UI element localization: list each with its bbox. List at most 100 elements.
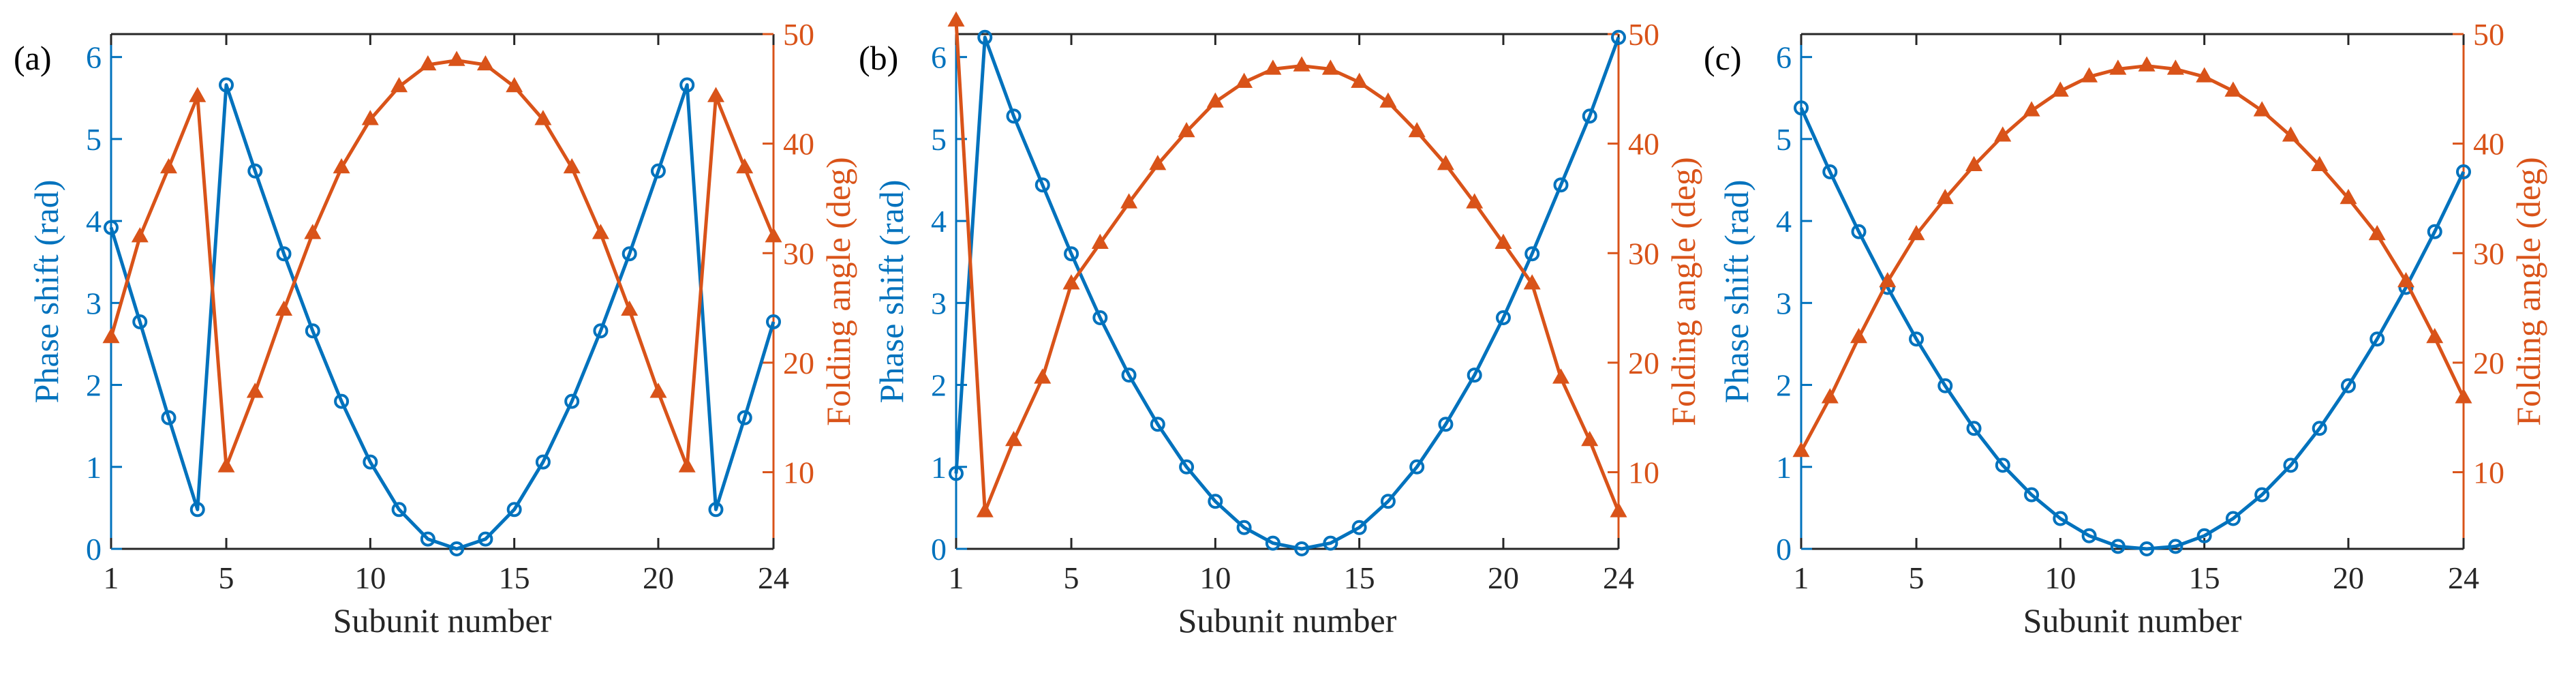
chart-a-series-right-point [476,55,494,71]
chart-c-panel-label: (c) [1704,39,1742,77]
chart-a-series-left-point [247,163,263,179]
chart-c-series-left-point [2254,487,2270,502]
chart-a-series-right-point [131,227,149,243]
chart-b-series-left-point [1236,520,1252,535]
chart-a-series-left-point [506,502,522,518]
chart-a-series-left-point [737,410,752,425]
chart-b-y-left-axis-title: Phase shift (rad) [872,180,910,404]
chart-a-series-left-point [564,393,580,409]
chart-a-series-right-point [563,158,581,174]
chart-a-series-left-point [679,77,695,93]
chart-a-series-left-point [334,393,350,409]
chart-a-x-tick-label: 5 [219,560,234,595]
chart-b-y-left-tick-label: 2 [931,368,947,403]
chart-b-series-right-point [1408,121,1426,138]
chart-a-series-right-point [707,87,725,102]
chart-b-series-left-point [1179,459,1195,475]
chart-c-series-left-point [1851,224,1867,239]
chart-c-series-right-point [1907,224,1925,241]
chart-b-series-right-point [1178,121,1195,138]
chart-a-series-right-point [189,87,206,102]
chart-b-series-left-point [1064,246,1079,262]
chart-c-series-left-point [2081,528,2097,543]
chart-a-series-right-point [506,77,523,93]
chart-b-y-left-tick-label: 4 [931,204,947,239]
chart-b-x-tick-label: 5 [1064,560,1079,595]
chart-c-series-left-point [2283,457,2299,473]
chart-b-series-left-point [1351,520,1367,535]
chart-a-series-left-point [650,163,666,179]
chart-a-series-right-point [419,55,437,71]
chart-b-series-left-point [1034,177,1050,193]
chart-b-series-left-point [1006,108,1022,124]
chart-b-series-right-point [1149,155,1167,170]
chart-a-series-right-point [534,110,552,125]
chart-b-series-left-point [1294,541,1310,556]
chart-c-series-right-point [1792,441,1810,457]
chart-c-series-right-point [2397,271,2415,288]
chart-b-series-right-point [1034,368,1052,384]
chart-c-series-right-point [1850,327,1868,344]
chart-b-series-left-point [1409,459,1425,475]
chart-b-series-right-point [1236,72,1253,88]
chart-a-series-right-line [109,59,776,468]
chart-a-y-right-tick-label: 40 [783,127,814,162]
chart-a-panel-label: (a) [14,39,52,77]
chart-c-y-right-tick-label: 40 [2473,127,2504,162]
chart-c-x-tick-label: 20 [2333,560,2364,595]
chart-b-y-right-tick-label: 40 [1628,127,1659,162]
chart-b-series-left-point [1438,417,1454,432]
chart-c-series-left-point [1995,457,2010,473]
chart-a-series-right-point [678,457,696,472]
chart-b-series-left-point [1553,177,1569,193]
chart-c-series-right-point [1821,388,1839,404]
chart-c-x-tick-label: 15 [2189,560,2220,595]
chart-a-series-left-point [708,502,724,518]
chart-a-series-left-line [109,83,776,551]
chart-a-series-right-point [592,224,609,239]
chart-b-series-left-point [1150,417,1165,432]
chart-b-series-right-point [1062,274,1080,290]
chart-b-x-tick-label: 24 [1603,560,1634,595]
chart-b-x-axis-title: Subunit number [1178,601,1397,640]
chart-c-series-left-point [2024,487,2040,502]
chart-c-series-right-point [2023,101,2040,117]
chart-b-series-right-point [1206,92,1224,108]
chart-c-y-left-axis-title: Phase shift (rad) [1717,180,1755,404]
chart-b-series-right-point [1120,193,1138,209]
chart-a-y-left-tick-label: 2 [86,368,102,403]
chart-b-series-right-point [1351,72,1368,88]
chart-c-y-left-tick-label: 5 [1776,122,1792,157]
chart-b-series-right-point [1523,274,1541,290]
chart-b-series-left-point [1380,494,1396,509]
chart-a-x-tick-label: 10 [354,560,386,595]
chart-a-series-right-point [217,457,235,472]
chart-c-series-left-point [2370,331,2385,347]
chart-c-series-right-point [2368,224,2386,241]
chart-b-series-left-point [1495,310,1511,325]
chart-c-series-right-point [2166,59,2184,75]
chart-c-series-right-point [2455,388,2472,404]
chart-c-series-right-point [2426,327,2444,344]
chart-b-x-tick-label: 10 [1199,560,1231,595]
chart-b-series-right-point [1264,59,1282,75]
chart-a-x-axis-title: Subunit number [333,601,552,640]
chart-b-panel-label: (b) [859,39,898,77]
chart-c-x-tick-label: 1 [1794,560,1809,595]
chart-c-series-right-line [1799,64,2466,453]
chart-c-y-left-tick-label: 1 [1776,450,1792,485]
chart-c-series-right-point [2138,56,2156,72]
chart-a-series-left-point [449,541,465,556]
chart-b-x-tick-label: 20 [1488,560,1519,595]
chart-c-series-right-point [2282,126,2299,142]
chart-c-series-right-point [1936,188,1954,205]
chart-b-series-left-point [949,466,964,481]
chart-a-series-left-point [363,454,378,470]
chart-b-series-right-point [947,11,965,27]
chart-c-series-right-point [2051,81,2069,97]
chart-a-y-left-tick-label: 0 [86,532,102,567]
chart-a-series-left-point [305,323,320,339]
chart-b-series-right-point [1321,59,1339,75]
chart-a-series-left-point [391,502,407,518]
